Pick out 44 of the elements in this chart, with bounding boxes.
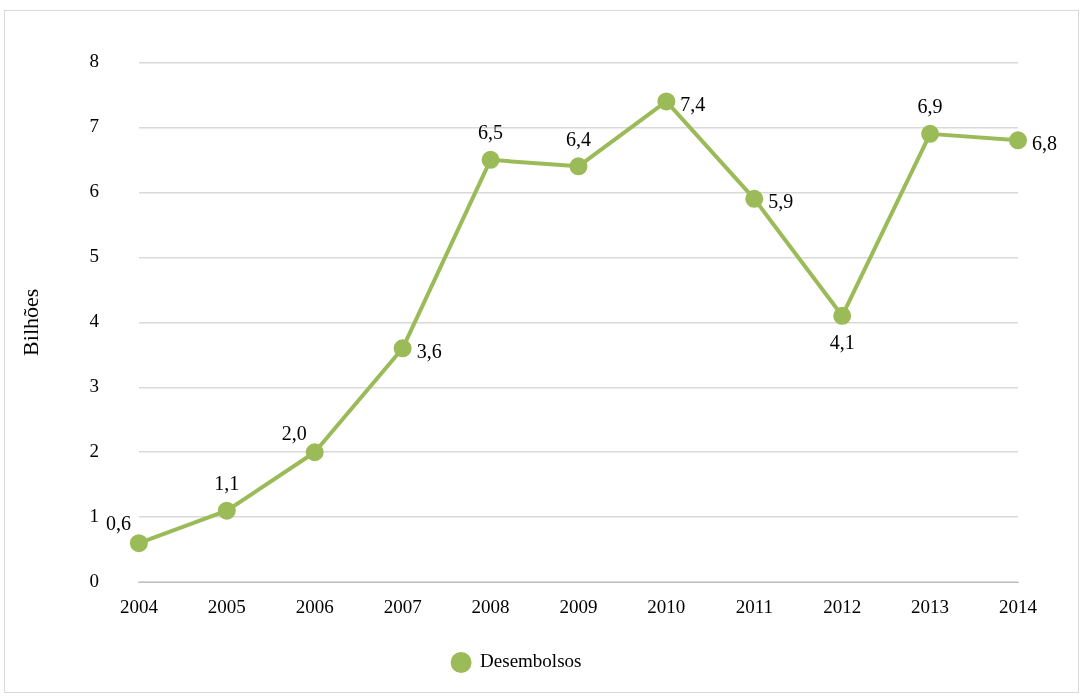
y-tick-label: 3 (89, 375, 99, 397)
point (305, 443, 324, 462)
x-tick-label: 2014 (999, 595, 1038, 617)
point (745, 189, 764, 208)
x-tick-label: 2004 (119, 595, 159, 617)
point (569, 157, 588, 176)
y-tick-label: 5 (89, 245, 99, 267)
y-axis-title: Bilhões (17, 288, 43, 356)
y-tick-label: 7 (89, 115, 99, 137)
legend-label: Desembolsos (480, 650, 582, 672)
data-label: 6,8 (1032, 131, 1057, 154)
x-tick-label: 2011 (735, 595, 773, 617)
point (833, 306, 852, 325)
point (921, 124, 940, 143)
point (129, 534, 148, 553)
x-tick-label: 2012 (823, 595, 862, 617)
y-tick-label: 0 (89, 570, 99, 592)
point (1009, 131, 1027, 150)
y-tick-label: 4 (89, 310, 100, 332)
data-label: 1,1 (214, 471, 240, 494)
x-tick-label: 2008 (471, 595, 510, 617)
y-tick-label: 1 (89, 505, 99, 527)
point (393, 339, 412, 358)
data-label: 2,0 (281, 421, 307, 444)
data-label: 6,5 (478, 121, 504, 144)
data-label: 6,9 (917, 95, 943, 118)
x-tick-label: 2013 (911, 595, 950, 617)
x-tick-label: 2010 (647, 595, 686, 617)
point (217, 501, 236, 520)
data-label: 7,4 (680, 92, 706, 115)
data-label: 6,4 (565, 127, 591, 150)
x-tick-label: 2005 (207, 595, 246, 617)
y-tick-label: 2 (89, 440, 99, 462)
data-label: 0,6 (105, 512, 131, 535)
point (657, 92, 676, 111)
y-tick-label: 6 (89, 180, 99, 202)
data-label: 4,1 (829, 331, 855, 354)
x-tick-label: 2009 (559, 595, 598, 617)
data-label: 3,6 (416, 339, 442, 362)
x-tick-label: 2007 (383, 595, 422, 617)
x-tick-label: 2006 (295, 595, 334, 617)
y-tick-label: 8 (89, 50, 99, 72)
point (481, 150, 500, 169)
data-label: 5,9 (768, 190, 794, 213)
